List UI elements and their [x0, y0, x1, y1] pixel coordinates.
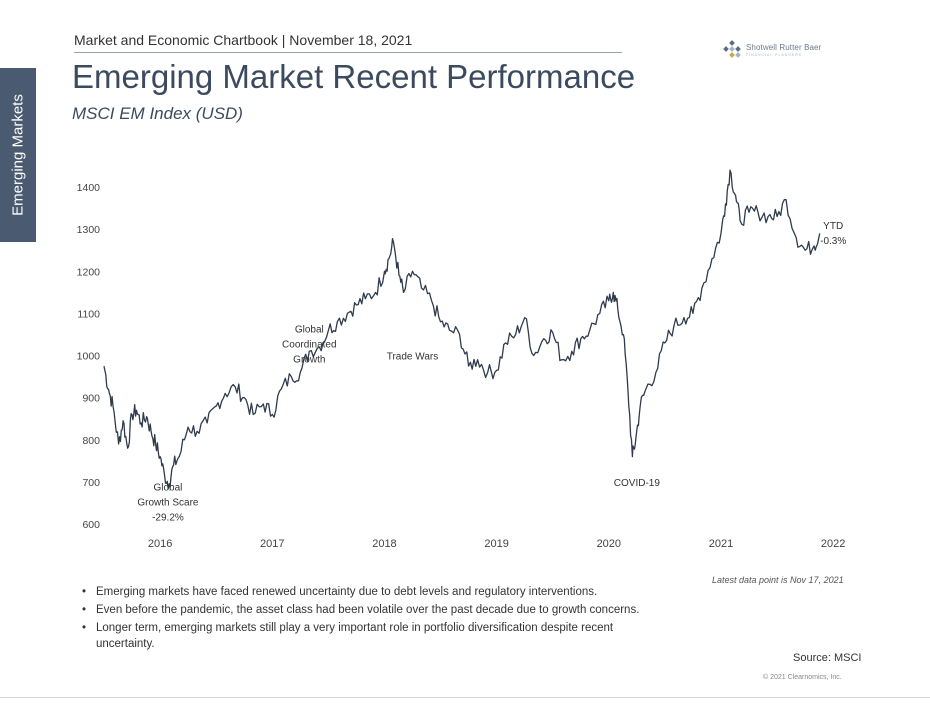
company-logo: Shotwell Rutter Baer FINANCIAL PLANNERS: [722, 38, 862, 62]
chart-annotation: Trade Wars: [387, 352, 439, 363]
x-tick-label: 2022: [821, 538, 845, 550]
x-tick-label: 2021: [709, 538, 733, 550]
series-line-msci-em: [103, 169, 821, 490]
chart-annotation: Global: [295, 324, 324, 335]
logo-name: Shotwell Rutter Baer: [746, 43, 822, 52]
commentary-bullet: Emerging markets have faced renewed unce…: [80, 584, 670, 600]
page-title: Emerging Market Recent Performance: [72, 58, 636, 95]
chart-annotation: Coordinated: [282, 339, 336, 350]
y-tick-label: 1100: [77, 308, 100, 320]
latest-data-note: Latest data point is Nov 17, 2021: [712, 575, 844, 585]
x-tick-label: 2018: [372, 538, 396, 550]
page-subtitle: MSCI EM Index (USD): [72, 104, 243, 123]
copyright-note: © 2021 Clearnomics, Inc.: [763, 674, 842, 681]
y-tick-label: 1000: [77, 351, 101, 363]
chart-annotation: -0.3%: [820, 236, 846, 247]
x-tick-label: 2017: [260, 538, 284, 550]
source-note: Source: MSCI: [793, 652, 862, 664]
y-tick-label: 900: [82, 393, 100, 405]
x-tick-label: 2016: [148, 538, 172, 550]
performance-line-chart: 600 700 800 900 1000 1100 1200 1300 1400 2016 2017…: [77, 169, 846, 550]
chart-annotation: YTD: [823, 221, 843, 232]
y-tick-label: 800: [82, 435, 100, 447]
chart-annotation: Growth Scare: [137, 497, 199, 508]
chartbook-header: Market and Economic Chartbook | November…: [74, 32, 413, 48]
y-tick-label: 1200: [77, 266, 101, 278]
side-section-tab: Emerging Markets: [0, 68, 36, 242]
commentary-bullet: Longer term, emerging markets still play…: [80, 620, 670, 652]
y-tick-label: 600: [82, 519, 100, 531]
chart-annotation: -29.2%: [152, 512, 184, 523]
commentary-bullet: Even before the pandemic, the asset clas…: [80, 602, 670, 618]
chart-annotation: Global: [153, 482, 182, 493]
y-tick-label: 1400: [77, 182, 101, 194]
footer-divider: [0, 697, 930, 698]
logo-tagline: FINANCIAL PLANNERS: [746, 53, 802, 57]
x-tick-label: 2020: [597, 538, 621, 550]
diamond-grid-icon: [723, 40, 741, 58]
commentary-list: Emerging markets have faced renewed unce…: [80, 584, 670, 654]
y-tick-label: 700: [82, 477, 100, 489]
x-tick-label: 2019: [484, 538, 508, 550]
chart-annotation: COVID-19: [614, 478, 661, 489]
y-tick-label: 1300: [77, 224, 101, 236]
header-divider: [74, 52, 622, 53]
chart-annotation: Growth: [293, 354, 325, 365]
